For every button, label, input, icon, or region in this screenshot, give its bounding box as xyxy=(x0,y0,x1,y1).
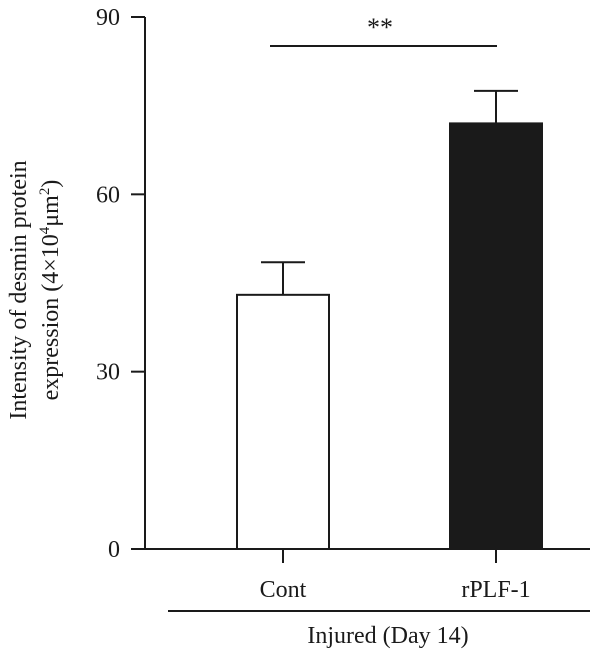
significance-label: ** xyxy=(367,13,393,42)
y-axis-label-line2: expression (4×104μm2) xyxy=(37,180,64,401)
y-axis-label-end: ) xyxy=(38,180,64,188)
y-axis-label-main: expression (4×10 xyxy=(38,234,64,400)
y-axis-ticks: 0 30 60 90 xyxy=(96,5,145,563)
bars-group: Cont rPLF-1 xyxy=(236,89,543,603)
y-tick-label: 90 xyxy=(96,5,120,31)
group-label: Injured (Day 14) xyxy=(307,623,468,649)
x-tick-label: Cont xyxy=(260,577,307,603)
y-axis-label-line1: Intensity of desmin protein xyxy=(6,160,32,419)
y-axis-label-sup2: 2 xyxy=(37,188,53,196)
bar-cont xyxy=(236,293,330,551)
y-axis-label-sup1: 4 xyxy=(37,226,53,234)
x-tick-label: rPLF-1 xyxy=(461,577,530,603)
bar-rplf-1 xyxy=(449,122,543,551)
y-tick-label: 30 xyxy=(96,360,120,386)
y-axis-label-unit: μm xyxy=(38,195,64,227)
y-tick-label: 0 xyxy=(108,537,120,563)
y-tick-label: 60 xyxy=(96,182,120,208)
